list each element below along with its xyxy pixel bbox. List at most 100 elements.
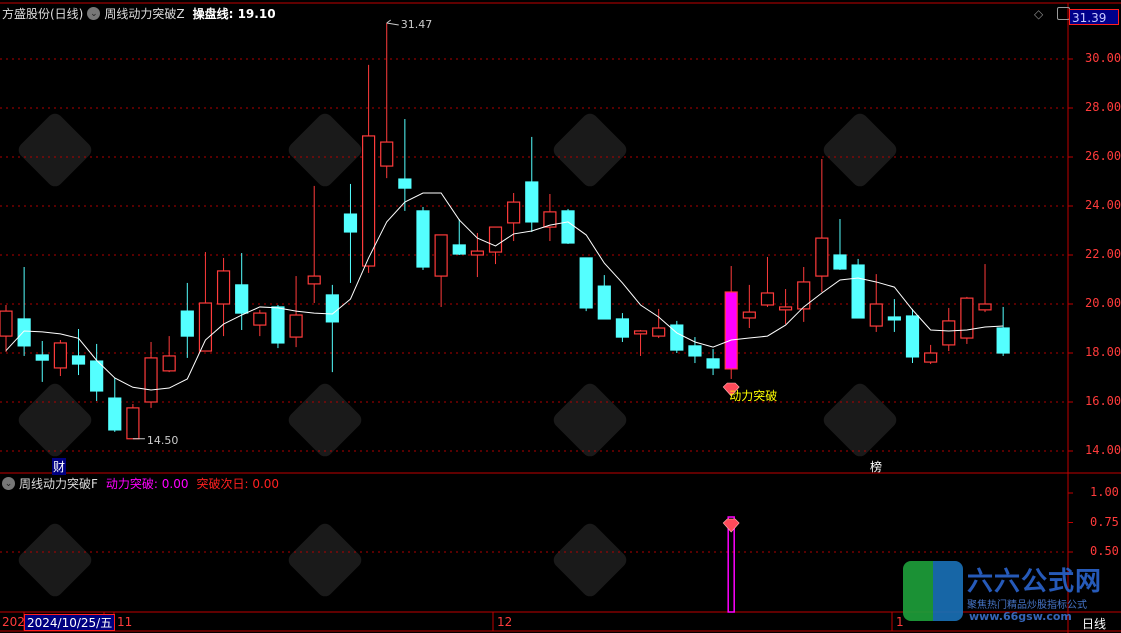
candle-body bbox=[833, 254, 847, 270]
candle-body bbox=[434, 234, 448, 277]
candle-body bbox=[325, 294, 339, 323]
marker-bang[interactable]: 榜 bbox=[870, 460, 883, 474]
candle-body bbox=[851, 264, 865, 319]
candle-body bbox=[960, 297, 974, 339]
indicator-dropdown-icon[interactable]: ⌄ bbox=[87, 7, 101, 20]
candle-body bbox=[706, 358, 720, 369]
sub-indicator-name[interactable]: 周线动力突破F bbox=[19, 477, 98, 491]
signal2-label: 突破次日: 0.00 bbox=[196, 477, 280, 491]
candle-body bbox=[253, 312, 267, 326]
sub-header: ⌄ 周线动力突破F 动力突破: 0.00 突破次日: 0.00 bbox=[2, 475, 279, 492]
low-annotation: 14.50 bbox=[147, 434, 179, 447]
candle-body bbox=[561, 210, 575, 244]
candle-body bbox=[905, 315, 920, 358]
price-tick-label: 22.00 bbox=[1085, 247, 1121, 261]
breakout-label: 动力突破 bbox=[729, 388, 777, 403]
marker-cai[interactable]: 财 bbox=[52, 458, 67, 475]
indicator-name[interactable]: 周线动力突破Z bbox=[104, 7, 185, 21]
candle-body bbox=[108, 397, 122, 431]
price-tick-label: 24.00 bbox=[1085, 198, 1121, 212]
candle-body bbox=[543, 211, 557, 228]
candle-body bbox=[633, 330, 648, 335]
candle-body bbox=[53, 342, 67, 369]
gem-icon bbox=[722, 382, 740, 397]
candle-body bbox=[942, 320, 956, 346]
candle-body bbox=[0, 310, 13, 337]
ma-line bbox=[5, 192, 1004, 391]
price-tick-label: 30.00 bbox=[1085, 51, 1121, 65]
candle-body bbox=[760, 292, 775, 306]
month-label-1: 1 bbox=[896, 615, 904, 629]
watermark-shape bbox=[288, 383, 362, 457]
candle-body bbox=[198, 302, 213, 352]
high-arrow bbox=[386, 19, 399, 26]
gem-icon bbox=[722, 518, 740, 533]
candle-body bbox=[887, 316, 901, 321]
main-header: 方盛股份(日线) ⌄ 周线动力突破Z 操盘线: 19.10 bbox=[2, 5, 276, 22]
indicator-dropdown-icon[interactable]: ⌄ bbox=[2, 477, 15, 490]
candle-body bbox=[652, 327, 666, 337]
candle-body bbox=[271, 306, 285, 344]
watermark-shape bbox=[823, 113, 897, 187]
period-label[interactable]: 日线 bbox=[1082, 617, 1107, 631]
candle-body bbox=[35, 354, 49, 361]
candle-body bbox=[235, 284, 249, 314]
signal1-label: 动力突破: 0.00 bbox=[105, 477, 189, 491]
candle-body bbox=[343, 213, 358, 233]
sub-tick-label: 0.75 bbox=[1090, 514, 1119, 529]
selected-date: 2024/10/25/五 bbox=[24, 614, 116, 631]
candle-body bbox=[162, 355, 176, 372]
candle-body bbox=[470, 250, 484, 256]
month-label-11: 11 bbox=[117, 615, 133, 629]
candle-body bbox=[688, 345, 702, 357]
stock-title: 方盛股份(日线) bbox=[2, 7, 84, 21]
price-tick-label: 14.00 bbox=[1085, 443, 1121, 457]
candle-body bbox=[488, 226, 503, 253]
watermark-logo: 六六公式网 聚焦热门精品炒股指标公式 www.66gsw.com bbox=[903, 561, 1121, 625]
window-controls: ◇ bbox=[1034, 7, 1071, 21]
watermark-shape bbox=[823, 383, 897, 457]
candle-body bbox=[144, 357, 158, 403]
candle-body bbox=[742, 311, 756, 319]
candle-body bbox=[525, 181, 539, 223]
candle-body bbox=[90, 360, 104, 392]
candle-body bbox=[17, 318, 31, 347]
price-tick-label: 18.00 bbox=[1085, 345, 1121, 359]
candle-body bbox=[216, 270, 231, 305]
candle-body bbox=[416, 210, 430, 268]
diamond-icon[interactable]: ◇ bbox=[1034, 7, 1044, 21]
watermark-shape bbox=[288, 523, 362, 597]
logo-name: 六六公式网 bbox=[967, 567, 1103, 597]
candle-body bbox=[670, 324, 684, 351]
candle-body bbox=[778, 306, 793, 311]
candle-body bbox=[180, 310, 194, 337]
price-tick-label: 26.00 bbox=[1085, 149, 1121, 163]
watermark-shape bbox=[18, 113, 92, 187]
candle-body bbox=[869, 303, 883, 327]
candle-body bbox=[797, 281, 811, 310]
sub-tick-label: 0.50 bbox=[1090, 544, 1119, 558]
watermark-shape bbox=[18, 383, 92, 457]
price-tick-label: 20.00 bbox=[1085, 296, 1121, 310]
year-prefix: 202 bbox=[2, 615, 25, 629]
ma-value-label: 操盘线: 19.10 bbox=[192, 7, 276, 21]
logo-icon bbox=[903, 561, 963, 621]
candle-body bbox=[978, 303, 992, 311]
price-tick-label: 28.00 bbox=[1085, 100, 1121, 114]
candle-body bbox=[579, 257, 593, 309]
candle-body bbox=[452, 244, 466, 255]
candle-body bbox=[398, 178, 412, 189]
candle-body bbox=[924, 352, 938, 363]
candle-body bbox=[597, 285, 611, 320]
candle-body bbox=[126, 407, 140, 440]
price-tick-label: 16.00 bbox=[1085, 394, 1121, 408]
sub-tick-label: 1.00 bbox=[1090, 485, 1119, 499]
watermark-shape bbox=[553, 523, 627, 597]
candle-body bbox=[507, 201, 521, 224]
candle-body bbox=[307, 275, 321, 285]
month-label-12: 12 bbox=[497, 615, 513, 629]
breakout-candle bbox=[724, 291, 738, 370]
candle-body bbox=[996, 327, 1010, 354]
watermark-shape bbox=[288, 113, 362, 187]
